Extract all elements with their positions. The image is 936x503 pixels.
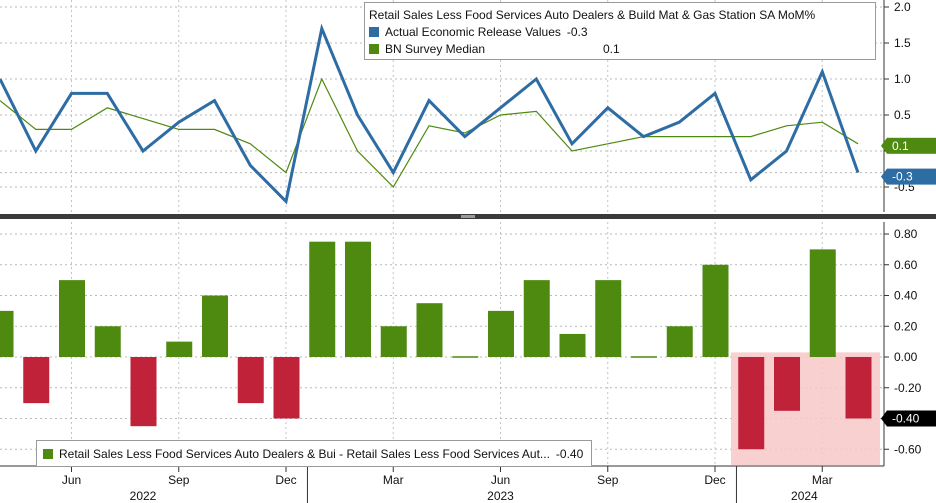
difference-end-label-pointer xyxy=(881,410,887,427)
difference-bar xyxy=(130,357,157,427)
actual-end-label-pointer xyxy=(881,168,887,185)
difference-bar xyxy=(595,280,622,357)
actual-end-label: -0.3 xyxy=(892,170,913,184)
top-y-tick-label: 1.5 xyxy=(894,36,911,50)
difference-bar xyxy=(94,326,121,357)
x-axis: Jun Sep Dec Mar Jun Sep Dec Mar 2022 2023 2024 xyxy=(0,465,884,503)
x-month-label: Dec xyxy=(704,473,725,487)
bottom-y-tick-label: -0.20 xyxy=(894,381,922,395)
top-legend[interactable]: Retail Sales Less Food Services Auto Dea… xyxy=(364,2,876,60)
difference-bar xyxy=(559,333,586,357)
difference-bar xyxy=(523,280,550,357)
difference-bar xyxy=(666,326,693,357)
bottom-y-tick-label: -0.60 xyxy=(894,442,922,456)
difference-bar xyxy=(59,280,85,357)
x-month-label: Dec xyxy=(275,473,296,487)
difference-bar xyxy=(202,295,228,357)
survey-series-name: BN Survey Median xyxy=(385,41,486,56)
survey-end-label-bg xyxy=(887,137,936,154)
difference-bar xyxy=(809,249,836,357)
x-year-label: 2024 xyxy=(791,489,818,503)
legend-item-survey[interactable]: BN Survey Median 0.1 xyxy=(369,40,869,57)
difference-bar xyxy=(345,241,371,357)
difference-bar xyxy=(237,357,264,404)
difference-series-value: -0.40 xyxy=(555,446,584,461)
difference-bar xyxy=(23,357,50,404)
bottom-panel-y-axis: 0.80 0.60 0.40 0.20 0.00 -0.20 -0.60 xyxy=(883,222,922,466)
difference-bar xyxy=(0,310,14,357)
survey-series-swatch xyxy=(369,43,379,54)
top-y-tick-label: 2.0 xyxy=(894,0,911,14)
legend-item-actual[interactable]: Actual Economic Release Values -0.3 xyxy=(369,23,869,40)
actual-end-label-bg xyxy=(887,168,936,185)
top-legend-title: Retail Sales Less Food Services Auto Dea… xyxy=(369,7,816,22)
difference-bar xyxy=(845,357,872,419)
survey-end-label: 0.1 xyxy=(892,139,909,153)
bottom-y-tick-label: 0.20 xyxy=(894,319,918,333)
survey-series-value: 0.1 xyxy=(603,41,620,56)
survey-median-line xyxy=(0,77,859,188)
difference-bar xyxy=(309,241,336,357)
x-month-label: Sep xyxy=(168,473,190,487)
actual-series-value: -0.3 xyxy=(566,24,588,39)
bottom-y-tick-label: 0.80 xyxy=(894,227,918,241)
x-month-label: Jun xyxy=(62,473,81,487)
x-month-label: Mar xyxy=(812,473,833,487)
top-panel-series xyxy=(0,23,860,205)
top-y-tick-label: 0.5 xyxy=(894,108,911,122)
panel-divider-grip xyxy=(461,215,475,218)
legend-item-difference[interactable]: Retail Sales Less Food Services Auto Dea… xyxy=(43,445,583,462)
difference-bar xyxy=(488,310,514,357)
difference-bar xyxy=(774,357,800,411)
difference-bar xyxy=(702,264,729,357)
difference-bar xyxy=(273,357,300,419)
difference-bar xyxy=(380,326,407,357)
end-value-labels: 0.1 -0.3 -0.40 xyxy=(881,137,936,427)
x-month-label: Jun xyxy=(491,473,510,487)
panel-divider[interactable] xyxy=(0,214,936,219)
actual-release-line xyxy=(0,23,860,205)
difference-bar xyxy=(416,303,443,357)
actual-series-name: Actual Economic Release Values xyxy=(385,24,561,39)
actual-series-swatch xyxy=(369,26,379,37)
bottom-legend[interactable]: Retail Sales Less Food Services Auto Dea… xyxy=(36,440,593,467)
x-month-label: Mar xyxy=(383,473,404,487)
x-month-label: Sep xyxy=(597,473,619,487)
top-legend-title-row: Retail Sales Less Food Services Auto Dea… xyxy=(369,6,869,23)
bottom-y-tick-label: 0.40 xyxy=(894,289,918,303)
difference-end-label-bg xyxy=(887,410,936,427)
x-year-label: 2022 xyxy=(130,489,157,503)
bottom-y-tick-label: 0.60 xyxy=(894,258,918,272)
top-y-tick-label: 1.0 xyxy=(894,72,911,86)
difference-bar xyxy=(738,357,765,450)
difference-end-label: -0.40 xyxy=(892,412,920,426)
difference-bar xyxy=(166,341,193,357)
difference-series-swatch xyxy=(43,448,53,459)
bottom-y-tick-label: 0.00 xyxy=(894,350,918,364)
bottom-panel-bars xyxy=(0,241,872,450)
x-year-label: 2023 xyxy=(487,489,514,503)
survey-end-label-pointer xyxy=(881,137,887,154)
difference-series-name: Retail Sales Less Food Services Auto Dea… xyxy=(59,446,550,461)
